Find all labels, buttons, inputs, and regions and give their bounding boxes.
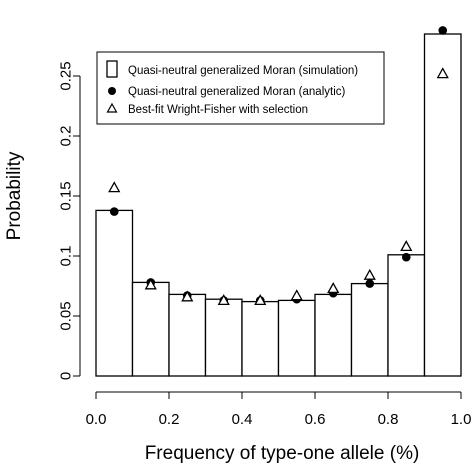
legend-label-wright-fisher: Best-fit Wright-Fisher with selection: [128, 104, 308, 116]
wright-fisher-point: [181, 290, 194, 302]
histogram-bar: [387, 254, 426, 377]
legend-label-analytic: Quasi-neutral generalized Moran (analyti…: [128, 86, 345, 98]
histogram-bar: [204, 298, 243, 377]
y-tick-label: 0.1: [58, 246, 75, 267]
legend-label-simulation: Quasi-neutral generalized Moran (simulat…: [128, 65, 358, 77]
wright-fisher-point: [290, 289, 303, 301]
wright-fisher-point: [217, 294, 230, 306]
y-tick-label: 0: [58, 372, 75, 380]
analytic-point: [401, 252, 411, 262]
axes: 0 0.05 0.1 0.15 0.2 0.25 0.0 0.2 0.4 0.6 0.8 1.0: [58, 61, 472, 428]
x-tick-label: 0.0: [86, 411, 107, 428]
y-tick-label: 0.25: [58, 61, 75, 90]
wright-fisher-point: [400, 240, 413, 252]
analytic-point: [109, 207, 119, 216]
analytic-point: [438, 26, 448, 35]
histogram-bar: [277, 299, 316, 377]
y-axis-title: Probability: [4, 151, 25, 240]
legend-bar-icon: [106, 60, 118, 78]
histogram-bar: [423, 33, 462, 377]
histogram-bar: [168, 293, 207, 377]
histogram-bar: [350, 282, 389, 377]
histogram-bar: [131, 281, 170, 377]
x-tick-label: 0.2: [159, 411, 180, 428]
histogram-bar: [241, 300, 280, 377]
histogram-bar: [95, 209, 134, 377]
wright-fisher-point: [363, 268, 376, 280]
wright-fisher-point: [254, 294, 267, 306]
legend-box: [96, 51, 385, 125]
x-tick-label: 1.0: [451, 411, 472, 428]
y-tick-label: 0.2: [58, 126, 75, 147]
wright-fisher-point: [108, 181, 121, 193]
legend-triangle-marker: [106, 102, 118, 113]
wright-fisher-point: [436, 67, 449, 79]
y-tick-label: 0.05: [58, 301, 75, 330]
wright-fisher-point: [327, 282, 340, 294]
analytic-point: [365, 279, 375, 288]
x-tick-label: 0.4: [232, 411, 253, 428]
legend-circle-marker: [108, 87, 116, 95]
y-tick-label: 0.15: [58, 181, 75, 210]
legend: Quasi-neutral generalized Moran (simulat…: [96, 51, 385, 125]
x-tick-label: 0.8: [378, 411, 399, 428]
histogram-bar: [314, 293, 353, 377]
x-tick-label: 0.6: [305, 411, 326, 428]
x-axis-title: Frequency of type-one allele (%): [145, 443, 420, 464]
wright-fisher-point: [144, 278, 157, 290]
data-points: [108, 26, 449, 306]
